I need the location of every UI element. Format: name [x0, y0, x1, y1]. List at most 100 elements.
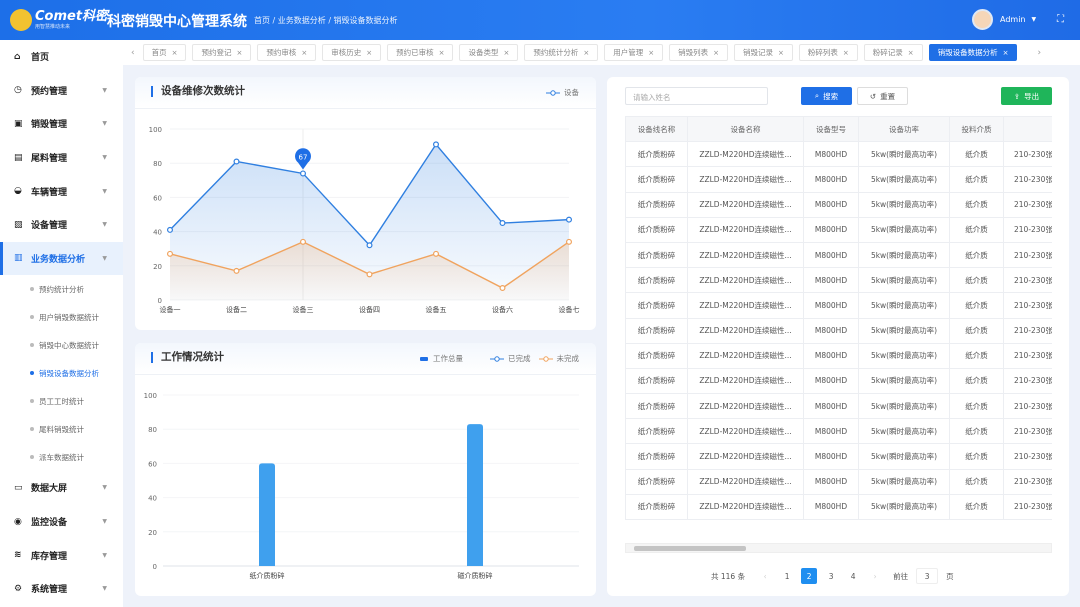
user-menu[interactable]: Admin ▼ — [972, 9, 1036, 30]
table-row[interactable]: 纸介质粉碎 ZZLD-M220HD连续磁性... M800HD 5kw(瞬时最高功率)… — [625, 342, 1052, 369]
table-row[interactable]: 纸介质粉碎 ZZLD-M220HD连续磁性... M800HD 5kw(瞬时最高功率)… — [625, 216, 1052, 243]
data-point[interactable] — [166, 226, 173, 233]
bar[interactable] — [259, 463, 275, 566]
sidebar-item[interactable]: ◷ 预约管理 ▼ — [0, 74, 123, 108]
legend[interactable]: 工作总量 已完成 未完成 — [420, 353, 579, 364]
tab[interactable]: 销毁记录 × — [733, 44, 793, 61]
tabs-left-arrow[interactable]: ‹ — [131, 47, 135, 58]
tab[interactable]: 预约已审核 × — [387, 44, 454, 61]
data-point[interactable] — [300, 170, 307, 177]
tab[interactable]: 审核历史 × — [322, 44, 382, 61]
horizontal-scrollbar[interactable] — [625, 543, 1052, 553]
table-row[interactable]: 纸介质粉碎 ZZLD-M220HD连续磁性... M800HD 5kw(瞬时最高功率)… — [625, 367, 1052, 395]
tab[interactable]: 用户管理 × — [604, 44, 664, 61]
tab[interactable]: 粉碎记录 × — [863, 44, 923, 61]
sidebar-item[interactable]: ◉ 监控设备 ▼ — [14, 516, 107, 529]
data-point[interactable] — [433, 250, 440, 257]
x-tick-label: 设备一 — [160, 305, 181, 314]
sidebar-subitem[interactable]: 派车数据统计 — [0, 443, 123, 471]
data-point[interactable] — [233, 158, 240, 165]
table-row[interactable]: 纸介质粉碎 ZZLD-M220HD连续磁性... M800HD 5kw(瞬时最高功率)… — [625, 141, 1052, 168]
sidebar-item[interactable]: ▥ 业务数据分析 ▼ — [0, 241, 123, 276]
close-icon[interactable]: × — [366, 48, 373, 57]
data-point[interactable] — [499, 285, 506, 292]
page-button[interactable]: 1 — [784, 571, 790, 581]
tab[interactable]: 销毁设备数据分析 × — [928, 44, 1018, 61]
close-icon[interactable]: × — [503, 48, 510, 57]
export-button[interactable]: ⇪ 导出 — [1001, 87, 1052, 105]
page-button[interactable]: 3 — [828, 571, 834, 581]
data-point[interactable] — [499, 220, 506, 227]
tab[interactable]: 设备类型 × — [459, 44, 519, 61]
table-row[interactable]: 纸介质粉碎 ZZLD-M220HD连续磁性... M800HD 5kw(瞬时最高功率)… — [625, 317, 1052, 344]
data-point[interactable] — [300, 238, 307, 245]
data-point[interactable] — [433, 141, 440, 148]
sidebar-subitem[interactable]: 尾料销毁统计 — [0, 415, 123, 443]
sidebar-item[interactable]: ⚙ 系统管理 ▼ — [14, 583, 107, 596]
table-row[interactable]: 纸介质粉碎 ZZLD-M220HD连续磁性... M800HD 5kw(瞬时最高功率)… — [625, 393, 1052, 420]
close-icon[interactable]: × — [583, 48, 590, 57]
close-icon[interactable]: × — [842, 48, 849, 57]
legend[interactable]: 设备 — [546, 87, 579, 98]
tab[interactable]: 首页 × — [142, 44, 187, 61]
close-icon[interactable]: × — [777, 48, 784, 57]
sidebar-subitem[interactable]: 预约统计分析 — [0, 275, 123, 303]
scrollbar-thumb[interactable] — [634, 546, 746, 551]
data-point[interactable] — [166, 250, 173, 257]
data-point[interactable] — [366, 271, 373, 278]
sidebar-item[interactable]: ◒ 车辆管理 ▼ — [0, 174, 123, 208]
breadcrumb[interactable]: 首页 / 业务数据分析 / 销毁设备数据分析 — [254, 16, 398, 25]
table-row[interactable]: 纸介质粉碎 ZZLD-M220HD连续磁性... M800HD 5kw(瞬时最高功率)… — [625, 443, 1052, 470]
prev-page-button[interactable]: ‹ — [763, 571, 767, 581]
data-point[interactable] — [566, 238, 573, 245]
close-icon[interactable]: × — [438, 48, 445, 57]
search-button[interactable]: ⌕ 搜索 — [801, 87, 852, 105]
table-row[interactable]: 纸介质粉碎 ZZLD-M220HD连续磁性... M800HD 5kw(瞬时最高功率)… — [625, 493, 1052, 521]
table-cell: 210-230张 — [1003, 292, 1052, 319]
table-row[interactable]: 纸介质粉碎 ZZLD-M220HD连续磁性... M800HD 5kw(瞬时最高功率)… — [625, 267, 1052, 294]
goto-page-input[interactable]: 3 — [916, 568, 939, 584]
sidebar-item[interactable]: ▣ 销毁管理 ▼ — [0, 107, 123, 141]
tab[interactable]: 预约审核 × — [257, 44, 317, 61]
reset-button[interactable]: ↺ 重置 — [857, 87, 908, 105]
data-point[interactable] — [233, 267, 240, 274]
close-icon[interactable]: × — [301, 48, 308, 57]
sidebar-item[interactable]: ▧ 设备管理 ▼ — [0, 208, 123, 242]
table-row[interactable]: 纸介质粉碎 ZZLD-M220HD连续磁性... M800HD 5kw(瞬时最高功率)… — [625, 166, 1052, 193]
fullscreen-icon[interactable]: ⛶ — [1057, 14, 1064, 25]
tab[interactable]: 预约统计分析 × — [524, 44, 599, 61]
close-icon[interactable]: × — [713, 48, 719, 57]
tab[interactable]: 销毁列表 × — [669, 44, 728, 61]
data-point[interactable] — [566, 216, 573, 223]
page-button[interactable]: 2 — [801, 568, 818, 584]
table-row[interactable]: 纸介质粉碎 ZZLD-M220HD连续磁性... M800HD 5kw(瞬时最高功率)… — [625, 241, 1052, 269]
sidebar-subitem[interactable]: 销毁设备数据分析 — [0, 359, 123, 387]
next-page-button[interactable]: › — [873, 571, 877, 581]
bar[interactable] — [467, 424, 483, 566]
name-search-input[interactable]: 请输入姓名 — [625, 87, 768, 105]
table-row[interactable]: 纸介质粉碎 ZZLD-M220HD连续磁性... M800HD 5kw(瞬时最高功率)… — [625, 292, 1052, 319]
sidebar-item[interactable]: ▤ 尾料管理 ▼ — [0, 141, 123, 175]
close-icon[interactable]: × — [171, 48, 178, 57]
data-point[interactable] — [366, 242, 373, 249]
close-icon[interactable]: × — [236, 48, 243, 57]
table-cell: 纸介质 — [949, 292, 1004, 319]
sidebar-subitem[interactable]: 销毁中心数据统计 — [0, 331, 123, 359]
close-icon[interactable]: × — [1002, 48, 1009, 57]
table-row[interactable]: 纸介质粉碎 ZZLD-M220HD连续磁性... M800HD 5kw(瞬时最高功率)… — [625, 191, 1052, 218]
tabs-right-arrow[interactable]: › — [1037, 47, 1042, 58]
table-row[interactable]: 纸介质粉碎 ZZLD-M220HD连续磁性... M800HD 5kw(瞬时最高功率)… — [625, 418, 1052, 445]
tab[interactable]: 粉碎列表 × — [798, 44, 858, 61]
sidebar-subitem[interactable]: 用户销毁数据统计 — [0, 303, 123, 331]
page-button[interactable]: 4 — [850, 571, 856, 581]
sidebar-subitem[interactable]: 员工工时统计 — [0, 387, 123, 415]
tooltip-label: 67 — [299, 153, 308, 161]
close-icon[interactable]: × — [907, 48, 914, 57]
tab[interactable]: 预约登记 × — [192, 44, 252, 61]
table-row[interactable]: 纸介质粉碎 ZZLD-M220HD连续磁性... M800HD 5kw(瞬时最高功率)… — [625, 468, 1052, 495]
sidebar-item[interactable]: ≋ 库存管理 ▼ — [14, 550, 107, 562]
close-icon[interactable]: × — [648, 48, 655, 57]
sidebar-item[interactable]: ▭ 数据大屏 ▼ — [14, 482, 107, 495]
sidebar-item[interactable]: ⌂ 首页 — [0, 40, 123, 74]
